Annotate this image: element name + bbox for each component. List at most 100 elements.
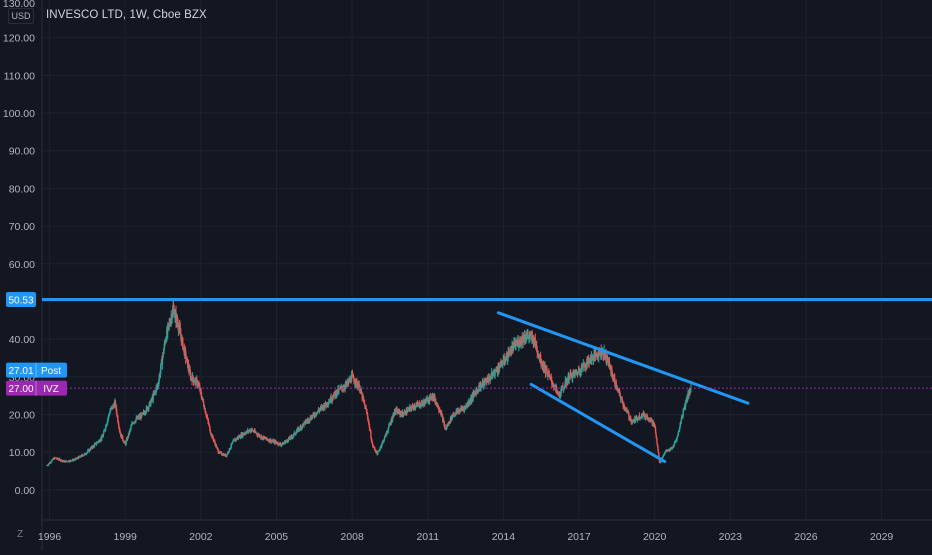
candle-body	[425, 398, 427, 403]
y-tick-label: 90.00	[9, 146, 35, 158]
candle-body	[204, 408, 206, 413]
candle-body	[385, 433, 387, 437]
candle-body	[124, 442, 126, 444]
candle-body	[166, 329, 168, 341]
candle-body	[571, 373, 574, 379]
candle	[488, 373, 490, 385]
candle-body	[488, 376, 490, 382]
candle-body	[502, 359, 504, 364]
candle	[664, 451, 666, 455]
candle-body	[546, 368, 548, 374]
candle-body	[208, 424, 211, 427]
candle-body	[80, 455, 83, 457]
candle-body	[503, 357, 505, 363]
candle-body	[62, 460, 64, 462]
badge-value: 50.53	[8, 295, 33, 306]
candle-body	[160, 363, 162, 370]
candle-body	[295, 432, 297, 434]
candle-body	[615, 382, 617, 389]
candle-body	[362, 399, 365, 401]
candle-body	[585, 367, 587, 369]
candle-body	[368, 422, 370, 425]
candle-body	[605, 352, 607, 362]
candle-body	[484, 379, 486, 385]
x-tick-label: 2005	[265, 531, 289, 543]
candle-body	[216, 447, 218, 449]
candle-body	[70, 460, 72, 461]
candle-body	[324, 406, 326, 409]
candle-body	[350, 381, 352, 383]
candle-body	[466, 404, 469, 407]
x-tick-label: 2023	[719, 531, 743, 543]
candle	[358, 380, 360, 392]
candle	[639, 417, 641, 421]
candle-body	[621, 397, 623, 401]
candle-body	[499, 361, 502, 368]
candle-body	[517, 340, 520, 347]
trend-line	[529, 382, 667, 464]
candle-body	[555, 387, 558, 391]
candle-body	[287, 438, 290, 442]
candle-body	[316, 412, 318, 415]
candle-body	[116, 411, 118, 416]
candle-body	[678, 431, 680, 433]
candle-body	[662, 455, 664, 457]
candle-body	[103, 431, 105, 434]
candle-body	[534, 338, 536, 345]
candle-body	[444, 426, 446, 430]
candle	[160, 362, 162, 374]
x-tick-label: 2026	[794, 531, 818, 543]
candle-body	[370, 431, 372, 439]
candle	[499, 361, 502, 369]
candle-body	[547, 375, 549, 377]
candle-body	[119, 431, 121, 434]
candle-body	[109, 410, 111, 414]
currency-badge[interactable]: USD	[8, 8, 34, 24]
candle-body	[430, 394, 432, 399]
candle-body	[341, 386, 343, 389]
candle-body	[403, 412, 406, 415]
candle-body	[553, 384, 555, 388]
candle-body	[268, 439, 271, 442]
candle-body	[303, 422, 305, 426]
candle	[570, 372, 573, 378]
candle-body	[354, 382, 356, 385]
candle-body	[656, 438, 658, 444]
candle-body	[332, 395, 335, 399]
candles	[46, 300, 692, 467]
candle-body	[527, 333, 529, 336]
candle-body	[209, 426, 211, 432]
y-tick-label: 0.00	[15, 485, 36, 497]
candle-body	[77, 456, 80, 459]
candle-body	[171, 315, 173, 321]
candle-body	[102, 433, 104, 437]
zoom-reset-button[interactable]: Z	[16, 529, 24, 540]
badge-value: 27.00	[8, 384, 33, 395]
candle-body	[688, 393, 690, 396]
candle-body	[180, 333, 182, 337]
y-tick-label: 20.00	[9, 409, 35, 421]
candle-body	[83, 453, 86, 455]
candle-body	[145, 407, 148, 412]
candle-body	[171, 309, 174, 316]
candle-body	[601, 353, 603, 355]
candle-body	[656, 443, 659, 447]
candle-body	[655, 435, 658, 439]
x-tick-label: 2008	[340, 531, 364, 543]
candle-body	[51, 460, 53, 462]
candle-body	[92, 445, 94, 448]
candle-body	[679, 427, 681, 430]
candle	[201, 392, 203, 401]
candle-body	[680, 418, 682, 424]
candle-body	[657, 446, 659, 451]
candle-body	[163, 349, 165, 354]
candle-body	[338, 388, 340, 392]
candle-body	[150, 401, 152, 406]
candle-body	[101, 436, 103, 440]
candle-body	[265, 437, 268, 439]
candle-body	[387, 427, 390, 431]
candle-body	[152, 393, 154, 400]
candle-body	[684, 401, 687, 407]
